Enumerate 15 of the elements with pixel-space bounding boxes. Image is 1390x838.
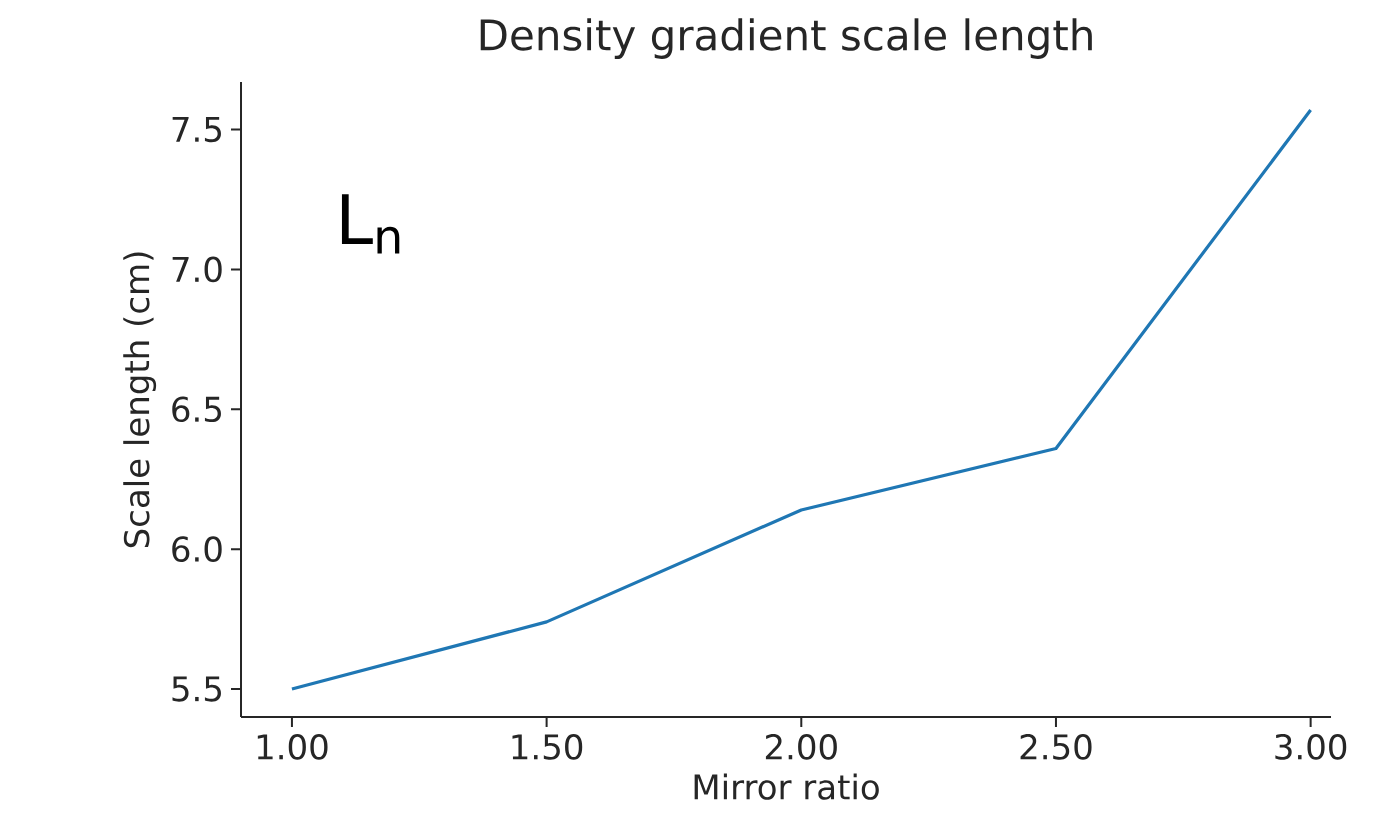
x-tick-label: 1.50: [512, 734, 583, 760]
x-tick-label: 3.00: [1275, 734, 1347, 760]
y-tick-label: 6.0: [172, 536, 222, 562]
x-tick-label: 1.00: [257, 734, 328, 760]
line-series: [290, 108, 1313, 691]
y-axis-title: Scale length (cm): [123, 252, 157, 548]
x-axis-title: Mirror ratio: [694, 773, 879, 800]
chart-title: Density gradient scale length: [480, 18, 1092, 59]
x-tick-label: 2.50: [1020, 734, 1092, 760]
y-tick-label: 6.5: [172, 396, 221, 423]
y-tick-label: 7.5: [172, 116, 221, 143]
y-tick-label: 7.0: [172, 256, 222, 283]
annotation: L$_{n}$: [341, 194, 400, 254]
x-tick-label: 2.00: [765, 734, 837, 760]
y-tick-label: 5.5: [172, 676, 221, 702]
